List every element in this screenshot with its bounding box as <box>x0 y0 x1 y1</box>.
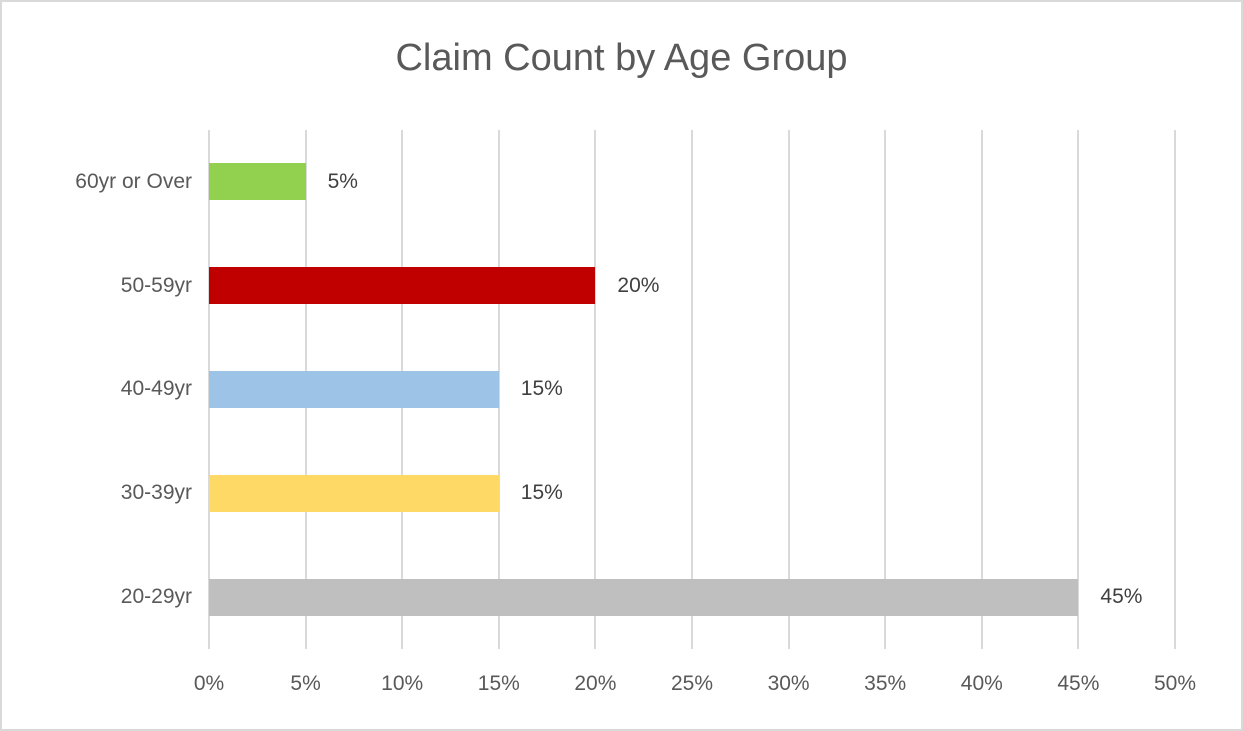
bar-20-29yr <box>209 578 1079 616</box>
value-label-20-29yr: 45% <box>1100 585 1143 609</box>
bar-row-60yr-or-over: 5% <box>209 130 1175 234</box>
category-axis: 60yr or Over 50-59yr 40-49yr 30-39yr 20-29yr <box>2 130 192 649</box>
gridline <box>1174 130 1176 649</box>
x-tick-label: 25% <box>670 672 714 695</box>
gridline <box>1077 130 1080 649</box>
category-label-60yr-or-over: 60yr or Over <box>75 169 192 193</box>
x-tick-label: 0% <box>193 672 225 695</box>
category-label-40-49yr: 40-49yr <box>120 377 192 401</box>
x-tick-label: 20% <box>574 672 617 695</box>
value-axis: 0% 5% 10% 15% 20% 25% 30% 35% 40% 45% 50% <box>194 672 1196 702</box>
x-tick-label: 5% <box>290 672 321 695</box>
bar-30-39yr <box>209 474 499 512</box>
category-label-50-59yr: 50-59yr <box>120 273 192 297</box>
x-tick-label: 10% <box>381 672 424 695</box>
gridline <box>594 130 597 649</box>
x-tick-label: 50% <box>1153 672 1197 695</box>
x-tick-label: 30% <box>767 672 810 695</box>
bar-row-50-59yr: 20% <box>209 234 1175 338</box>
x-tick-label: 45% <box>1057 672 1100 695</box>
plot-area: 5% 20% 15% 15% 45% <box>208 130 1176 649</box>
bar-40-49yr <box>209 370 499 408</box>
bar-60yr-or-over <box>209 163 306 201</box>
value-label-30-39yr: 15% <box>520 481 563 505</box>
value-label-40-49yr: 15% <box>520 377 563 401</box>
category-label-30-39yr: 30-39yr <box>120 481 192 505</box>
x-tick-label: 15% <box>477 672 520 695</box>
gridline <box>691 130 693 649</box>
value-label-60yr-or-over: 5% <box>327 169 358 193</box>
gridline <box>787 130 790 649</box>
bar-row-40-49yr: 15% <box>209 338 1175 442</box>
gridline <box>884 130 887 649</box>
x-tick-label: 35% <box>864 672 907 695</box>
bar-50-59yr <box>209 267 596 305</box>
category-label-20-29yr: 20-29yr <box>120 585 192 609</box>
value-label-50-59yr: 20% <box>617 273 660 297</box>
gridline <box>497 130 500 649</box>
bar-row-30-39yr: 15% <box>209 441 1175 545</box>
chart-title: Claim Count by Age Group <box>395 37 848 79</box>
x-tick-label: 40% <box>960 672 1003 695</box>
bar-row-20-29yr: 45% <box>209 545 1175 649</box>
gridline <box>980 130 983 649</box>
